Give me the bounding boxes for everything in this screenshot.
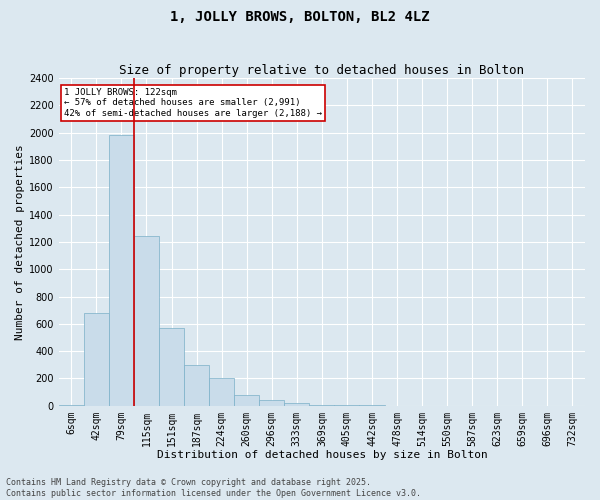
Bar (310, 405, 334, 406)
Text: 1 JOLLY BROWS: 122sqm
← 57% of detached houses are smaller (2,991)
42% of semi-d: 1 JOLLY BROWS: 122sqm ← 57% of detached … (64, 88, 322, 118)
Bar (84, 313, 109, 406)
Bar (109, 136, 134, 406)
Bar (134, 236, 159, 406)
Bar (209, 378, 234, 406)
Bar (184, 365, 209, 406)
Bar (59, 405, 84, 406)
Bar (284, 403, 310, 406)
Bar (159, 328, 184, 406)
Bar (234, 396, 259, 406)
Y-axis label: Number of detached properties: Number of detached properties (15, 144, 25, 340)
Bar (259, 400, 284, 406)
Text: 1, JOLLY BROWS, BOLTON, BL2 4LZ: 1, JOLLY BROWS, BOLTON, BL2 4LZ (170, 10, 430, 24)
Title: Size of property relative to detached houses in Bolton: Size of property relative to detached ho… (119, 64, 524, 77)
Text: Contains HM Land Registry data © Crown copyright and database right 2025.
Contai: Contains HM Land Registry data © Crown c… (6, 478, 421, 498)
X-axis label: Distribution of detached houses by size in Bolton: Distribution of detached houses by size … (157, 450, 487, 460)
